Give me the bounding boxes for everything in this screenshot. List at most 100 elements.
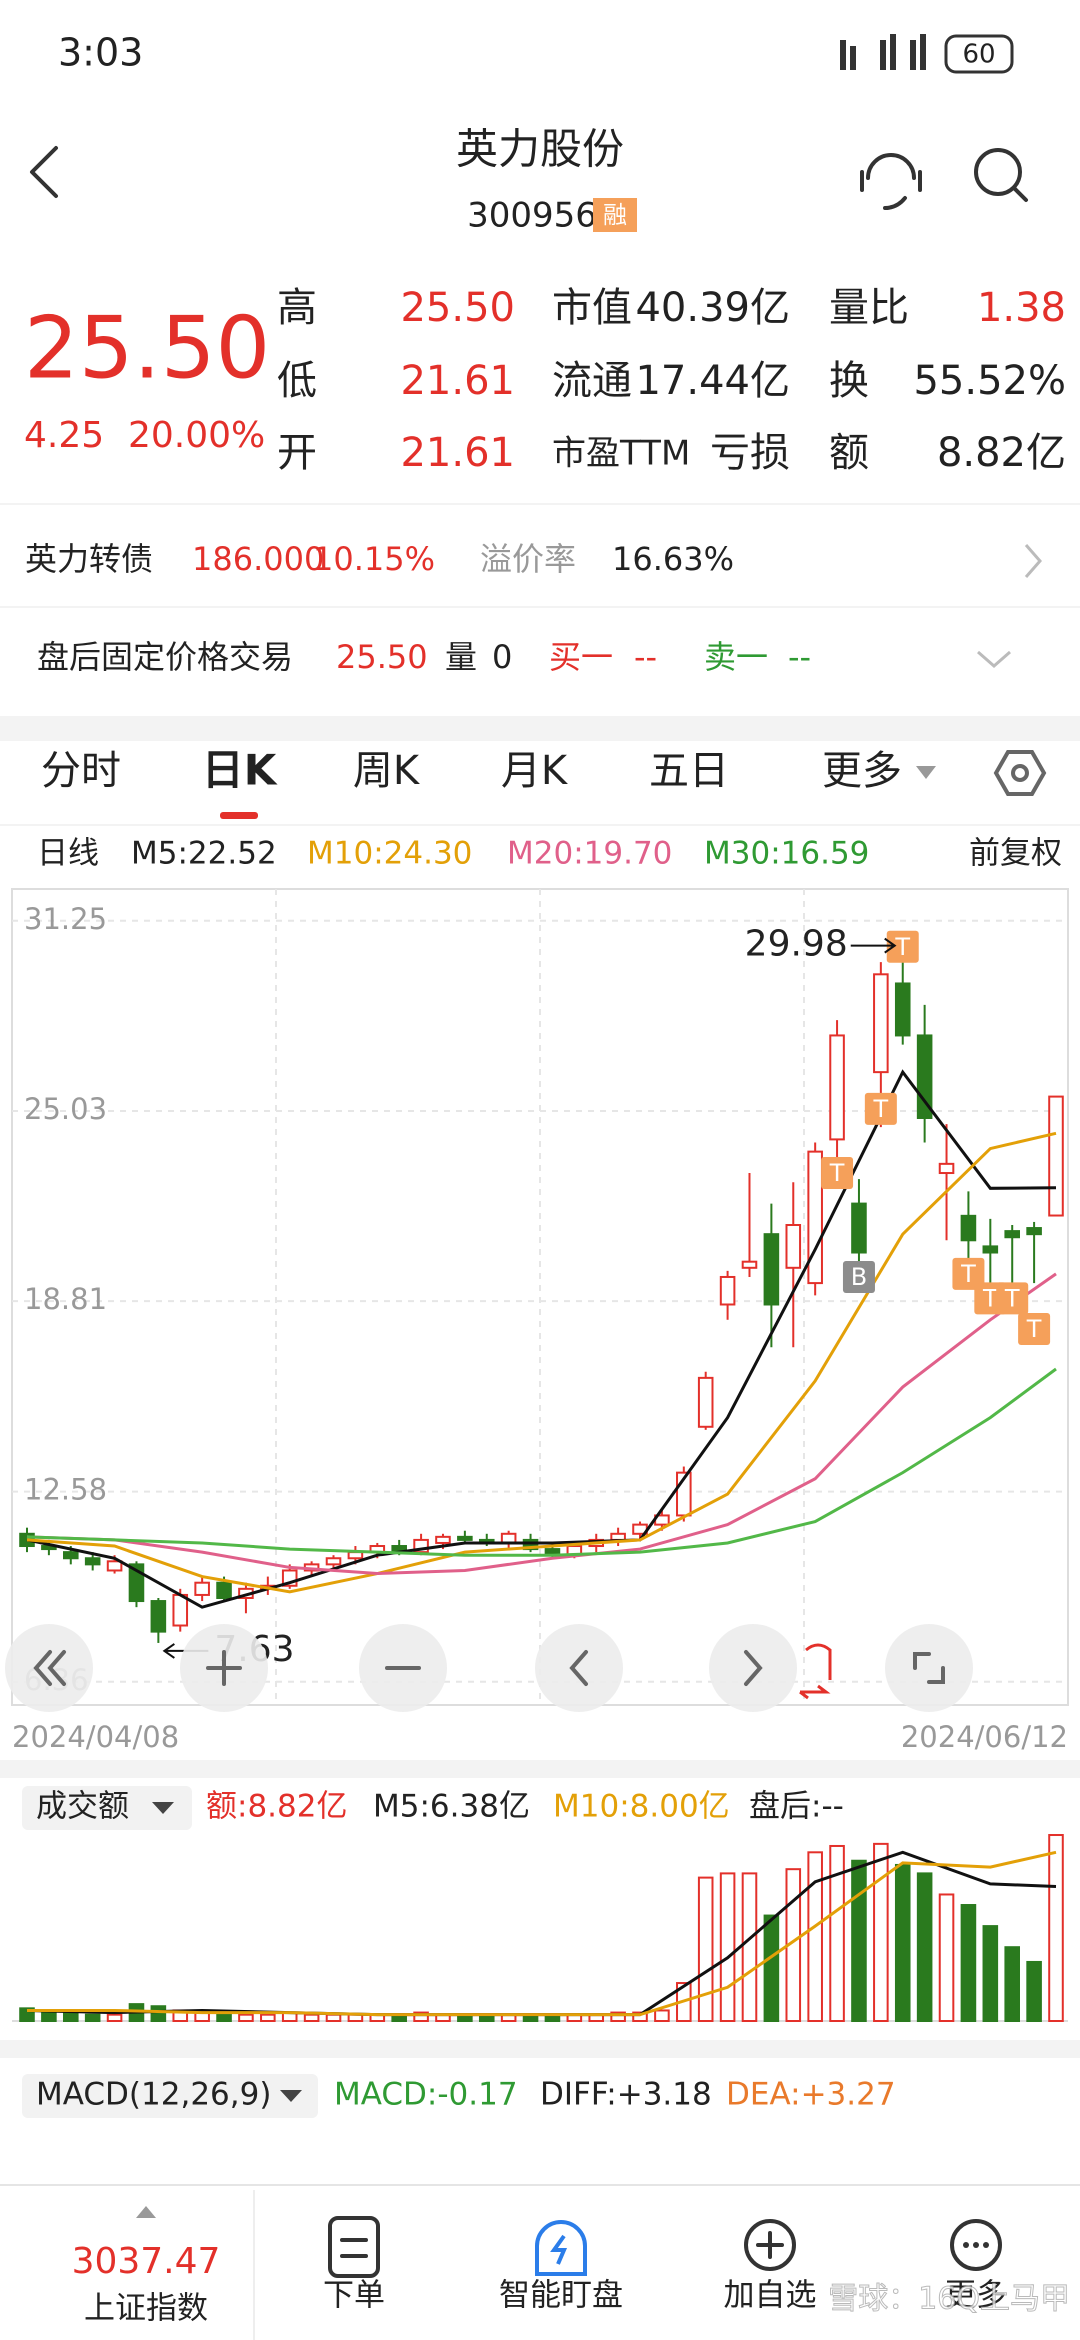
battery-level: 60 bbox=[962, 40, 995, 70]
y-tick-label: 31.25 bbox=[24, 902, 107, 936]
nav-item[interactable]: 下单 bbox=[323, 2278, 385, 2314]
macd-selector[interactable] bbox=[22, 2074, 318, 2118]
trade-marker bbox=[864, 1092, 897, 1125]
search-button[interactable] bbox=[974, 148, 1028, 202]
ma20: M20:19.70 bbox=[507, 836, 672, 872]
trade-marker bbox=[952, 1257, 985, 1290]
bond-row[interactable]: 英力转债 186.000 10.15% 溢价率 16.63% bbox=[25, 540, 1042, 578]
candle-body bbox=[960, 1214, 977, 1242]
tab[interactable]: 周K bbox=[353, 748, 421, 794]
candle-body bbox=[982, 1245, 999, 1254]
volume-bar bbox=[719, 1872, 736, 2023]
stat-label: 市盈TTM bbox=[552, 434, 690, 474]
service-button[interactable] bbox=[860, 153, 922, 210]
volume-bar bbox=[1026, 1960, 1042, 2023]
candle-body bbox=[150, 1600, 167, 1633]
trade-marker bbox=[1018, 1312, 1051, 1345]
tab[interactable]: 五日 bbox=[649, 748, 729, 794]
scroll-left[interactable] bbox=[535, 1624, 623, 1712]
tab-active[interactable]: 日K bbox=[202, 746, 278, 795]
more-icon bbox=[950, 2219, 1002, 2271]
candle-body bbox=[216, 1581, 232, 1599]
sell-label: 卖一 bbox=[704, 638, 768, 676]
tab[interactable]: 月K bbox=[501, 748, 569, 794]
y-tick-label: 18.81 bbox=[24, 1282, 107, 1316]
volume-bar bbox=[807, 1851, 823, 2022]
buy-label: 买一 bbox=[549, 638, 613, 676]
candle-body bbox=[873, 973, 889, 1074]
stat-value: 亏损 bbox=[710, 430, 790, 476]
volume-bar bbox=[654, 2009, 670, 2023]
stat-label: 市值 bbox=[552, 285, 632, 331]
stat-value: 21.61 bbox=[400, 430, 515, 476]
kline-chart: 31.2525.0318.8112.586.36TTTBTTTT29.987.6… bbox=[12, 902, 1068, 1697]
tab[interactable]: 更多 bbox=[822, 748, 902, 794]
nav-item[interactable]: 智能盯盘 bbox=[499, 2278, 623, 2314]
candle-body bbox=[435, 1535, 451, 1544]
trade-marker bbox=[996, 1282, 1029, 1315]
tab[interactable]: 分时 bbox=[41, 748, 121, 794]
y-tick-label: 12.58 bbox=[24, 1473, 107, 1507]
volume-bar bbox=[916, 1872, 933, 2023]
bond-pct: 10.15% bbox=[313, 540, 435, 578]
volume-bar bbox=[829, 1844, 845, 2023]
monitor-bolt bbox=[550, 2234, 568, 2265]
add-icon bbox=[744, 2219, 796, 2271]
index-name[interactable]: 上证指数 bbox=[84, 2291, 208, 2327]
q-icon[interactable] bbox=[799, 1643, 832, 1700]
back-button[interactable] bbox=[30, 146, 58, 198]
nav-item[interactable]: 更多 bbox=[945, 2278, 1007, 2314]
price: 25.50 bbox=[24, 298, 270, 398]
divider bbox=[0, 606, 1080, 608]
volume-bar bbox=[1048, 1834, 1064, 2023]
candle-body bbox=[785, 1224, 802, 1269]
candle-body bbox=[610, 1532, 626, 1541]
nav-item[interactable]: 加自选 bbox=[724, 2278, 817, 2314]
stock-code: 300956 bbox=[467, 196, 597, 236]
kline-vertical-grid bbox=[275, 889, 805, 1705]
stat-label: 量比 bbox=[829, 285, 909, 331]
chart-controls bbox=[5, 1624, 973, 1712]
fullscreen[interactable] bbox=[885, 1624, 973, 1712]
dropdown-arrow bbox=[280, 2090, 302, 2102]
buy-value: -- bbox=[634, 638, 657, 676]
settings-button[interactable] bbox=[993, 750, 1047, 796]
volume-chart bbox=[12, 1834, 1068, 2023]
glyph bbox=[206, 1650, 242, 1686]
tab-underline bbox=[220, 812, 258, 819]
glyph bbox=[744, 1650, 763, 1686]
volume-bar bbox=[851, 1859, 867, 2022]
candle-body bbox=[347, 1551, 364, 1560]
volume-after: 盘后:-- bbox=[749, 1789, 844, 1825]
volume-bar bbox=[303, 2013, 320, 2023]
trade-marker-label: B bbox=[851, 1263, 867, 1291]
candle-body bbox=[522, 1538, 539, 1551]
scroll-right[interactable] bbox=[709, 1624, 797, 1712]
trade-marker bbox=[842, 1260, 875, 1293]
volume-ma10: M10:8.00亿 bbox=[553, 1789, 730, 1825]
bond-name: 英力转债 bbox=[25, 540, 153, 578]
stat-value: 1.38 bbox=[977, 285, 1066, 331]
sell-value: -- bbox=[788, 638, 811, 676]
index-value[interactable]: 3037.47 bbox=[72, 2241, 221, 2282]
expand-button[interactable] bbox=[977, 650, 1011, 668]
volume-bar bbox=[1004, 1946, 1020, 2023]
stat-label: 低 bbox=[277, 358, 317, 404]
candle-body bbox=[84, 1557, 101, 1566]
candle-body bbox=[697, 1376, 714, 1428]
bottom-nav bbox=[0, 2185, 1080, 2340]
volume-bar bbox=[960, 1904, 977, 2022]
trade-marker-label: T bbox=[982, 1284, 998, 1312]
candle-body bbox=[741, 1260, 758, 1269]
trade-marker-label: T bbox=[1026, 1315, 1042, 1343]
add-icon-plus bbox=[756, 2231, 784, 2259]
battery bbox=[944, 34, 1014, 74]
candle-body bbox=[172, 1593, 189, 1627]
volume-selector[interactable] bbox=[22, 1786, 192, 1830]
bond-price: 186.000 bbox=[192, 540, 324, 578]
volume-bar bbox=[216, 2013, 232, 2023]
candle-body bbox=[763, 1233, 780, 1306]
ma-line bbox=[27, 1850, 1057, 2017]
trade-marker-label: T bbox=[1004, 1284, 1020, 1312]
adjust-mode[interactable]: 前复权 bbox=[969, 836, 1062, 872]
